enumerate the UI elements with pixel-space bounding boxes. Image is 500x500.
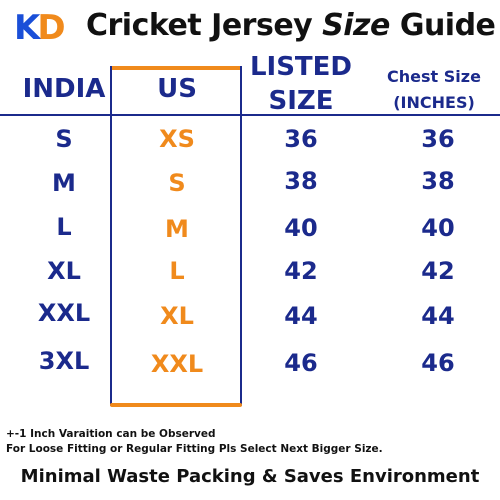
- header-divider: [0, 114, 500, 116]
- row-2-us: S: [168, 169, 186, 197]
- row-6-listed: 46: [284, 349, 318, 377]
- header-india: INDIA: [22, 74, 106, 104]
- us-column-top-bar: [110, 66, 242, 70]
- us-column-right-border: [240, 66, 242, 406]
- header-chest-line2: (INCHES): [393, 93, 475, 112]
- row-5-listed: 44: [284, 302, 318, 330]
- row-6-us: XXL: [150, 350, 204, 378]
- row-5-chest: 44: [421, 302, 455, 330]
- logo-letter-d: D: [37, 8, 65, 48]
- logo-letter-k: K: [14, 8, 40, 48]
- title-suffix: Guide: [389, 8, 496, 43]
- fitting-note: For Loose Fitting or Regular Fitting Pls…: [6, 443, 383, 455]
- row-3-listed: 40: [284, 214, 318, 242]
- page-title: Cricket Jersey Size Guide: [86, 6, 496, 46]
- title-prefix: Cricket Jersey: [86, 8, 323, 43]
- row-4-india: XL: [47, 257, 81, 285]
- brand-logo: KD: [14, 8, 78, 48]
- row-3-chest: 40: [421, 214, 455, 242]
- row-1-listed: 36: [284, 125, 318, 153]
- row-5-india: XXL: [37, 299, 91, 327]
- footer-tagline: Minimal Waste Packing & Saves Environmen…: [20, 466, 480, 487]
- header-listed-line2: SIZE: [268, 86, 334, 116]
- row-2-chest: 38: [421, 167, 455, 195]
- row-2-india: M: [52, 169, 76, 197]
- header-chest-size: Chest Size (INCHES): [372, 64, 496, 116]
- header-listed-size: LISTED SIZE: [246, 50, 356, 118]
- row-1-chest: 36: [421, 125, 455, 153]
- row-5-us: XL: [160, 302, 194, 330]
- row-3-india: L: [56, 213, 72, 241]
- row-1-us: XS: [159, 125, 195, 153]
- row-6-chest: 46: [421, 349, 455, 377]
- us-column-bottom-bar: [110, 403, 242, 407]
- header-us: US: [157, 74, 197, 104]
- variation-note: +-1 Inch Varaition can be Observed: [6, 428, 216, 440]
- row-2-listed: 38: [284, 167, 318, 195]
- us-column-left-border: [110, 66, 112, 406]
- row-6-india: 3XL: [38, 347, 90, 375]
- row-4-chest: 42: [421, 257, 455, 285]
- row-4-listed: 42: [284, 257, 318, 285]
- header-chest-line1: Chest Size: [387, 67, 481, 86]
- row-4-us: L: [169, 257, 185, 285]
- row-3-us: M: [165, 215, 189, 243]
- row-1-india: S: [55, 125, 73, 153]
- header-listed-line1: LISTED: [249, 52, 353, 82]
- title-italic: Size: [322, 8, 390, 43]
